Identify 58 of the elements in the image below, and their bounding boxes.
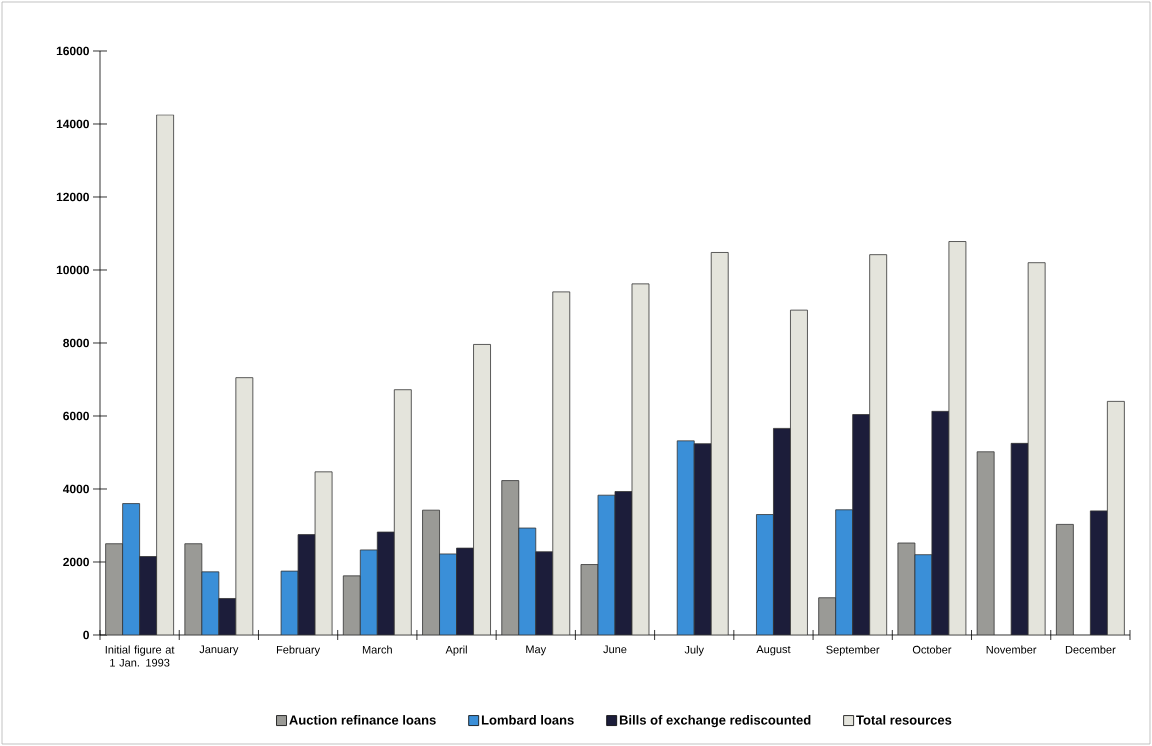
y-tick-label: 12000 (56, 192, 89, 202)
x-tick-label: February (276, 645, 321, 656)
bar (852, 414, 871, 635)
bar (393, 389, 412, 635)
bar (518, 527, 537, 635)
bar (693, 443, 712, 635)
bar (501, 480, 520, 635)
bar (105, 543, 124, 635)
x-tick-label: July (684, 645, 704, 656)
bar (456, 547, 474, 635)
bar (201, 571, 220, 635)
x-tick-label: Initial figure at 1 Jan. 1993 (105, 645, 175, 667)
y-tick-label: 16000 (56, 46, 89, 56)
bar (359, 549, 378, 635)
y-tick-label: 4000 (62, 484, 89, 494)
x-tick-label: December (1065, 645, 1116, 654)
bar (552, 291, 571, 635)
bar (773, 428, 791, 635)
bar (376, 531, 395, 635)
x-tick-label: March (362, 645, 392, 654)
legend-label: Auction refinance loans (289, 715, 436, 725)
bar (122, 503, 141, 635)
bar (790, 309, 808, 635)
bar (710, 252, 729, 635)
y-tick-label: 10000 (56, 265, 89, 275)
y-tick-label: 14000 (56, 119, 89, 129)
bar (1055, 523, 1074, 635)
bar (1089, 510, 1108, 635)
bar (218, 598, 237, 635)
bar (156, 114, 175, 635)
bar (756, 514, 774, 635)
bar (1106, 400, 1125, 635)
bar (835, 509, 854, 635)
bar (818, 597, 837, 635)
bar (676, 440, 695, 635)
x-tick-label: May (526, 645, 547, 656)
bar (342, 575, 361, 635)
bar (473, 344, 491, 635)
bar (439, 553, 457, 635)
x-tick-label: September (826, 645, 880, 656)
bar (535, 551, 554, 635)
x-tick-label: June (603, 645, 627, 654)
legend-label: Bills of exchange rediscounted (619, 715, 811, 728)
x-tick-label: April (445, 645, 467, 656)
x-tick-label: November (986, 645, 1037, 654)
legend-label: Total resources (856, 715, 952, 725)
bar (235, 377, 254, 635)
x-tick-label: January (199, 645, 239, 656)
x-tick-label: October (912, 645, 952, 654)
bar (422, 509, 440, 635)
y-tick-label: 8000 (63, 338, 89, 348)
y-tick-label: 6000 (63, 411, 89, 421)
x-tick-label: August (756, 645, 791, 656)
bar (869, 254, 888, 635)
y-tick-label: 2000 (63, 557, 89, 567)
y-tick-label: 0 (83, 630, 89, 640)
legend-label: Lombard loans (481, 715, 574, 725)
bar (139, 556, 158, 635)
